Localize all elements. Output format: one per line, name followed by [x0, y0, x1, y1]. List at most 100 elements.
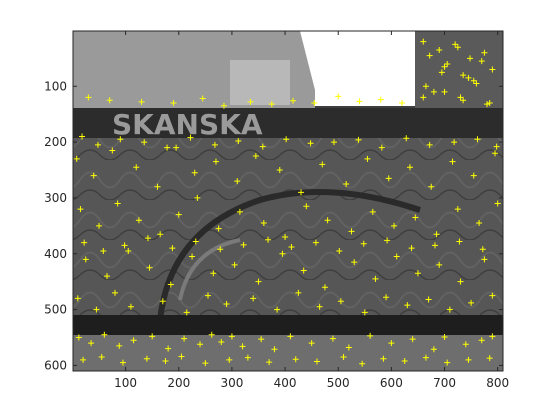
scatter-point	[96, 222, 103, 229]
banner-strip	[73, 108, 503, 138]
scatter-point	[422, 83, 429, 90]
scatter-point	[283, 136, 290, 143]
scatter-point	[175, 211, 182, 218]
scatter-point	[234, 178, 241, 185]
scatter-point	[313, 358, 320, 365]
scatter-point	[159, 298, 166, 305]
scatter-point	[361, 309, 368, 316]
scatter-point	[135, 217, 142, 224]
scatter-point	[446, 306, 453, 313]
wall-base	[73, 315, 503, 335]
scatter-point	[391, 222, 398, 229]
scatter-point	[82, 256, 89, 263]
scatter-point	[210, 270, 217, 277]
scatter-point	[355, 136, 362, 143]
scatter-point	[268, 101, 275, 108]
scatter-point	[93, 306, 100, 313]
axes-frame	[72, 30, 504, 372]
scatter-point	[173, 144, 180, 151]
scatter-point	[431, 242, 438, 249]
scatter-point	[144, 235, 151, 242]
scatter-point	[117, 136, 124, 143]
x-tick-label: 800	[486, 376, 509, 390]
scatter-point	[73, 155, 80, 162]
scatter-point	[205, 292, 212, 299]
scatter-point	[81, 239, 88, 246]
scatter-point	[460, 97, 467, 104]
scatter-point	[303, 203, 310, 210]
scatter-point	[319, 161, 326, 168]
scatter-point	[481, 49, 488, 56]
scatter-point	[183, 309, 190, 316]
scatter-point	[100, 247, 107, 254]
scatter-point	[114, 200, 121, 207]
banner-text: SKANSKA	[112, 108, 263, 141]
scatter-point	[473, 80, 480, 87]
y-tick-label: 300	[44, 191, 67, 205]
scatter-point	[489, 292, 496, 299]
scatter-point	[452, 41, 459, 48]
scatter-point	[428, 183, 435, 190]
scatter-point	[457, 278, 464, 285]
scatter-point	[189, 253, 196, 260]
scatter-point	[143, 355, 150, 362]
scatter-point	[157, 231, 164, 238]
scatter-point	[217, 246, 224, 253]
scatter-point	[454, 206, 461, 213]
scatter-point	[465, 74, 472, 81]
scatter-point	[295, 289, 302, 296]
scatter-markers	[73, 38, 501, 367]
scatter-point	[406, 164, 413, 171]
scatter-point	[111, 289, 118, 296]
scatter-point	[426, 52, 433, 59]
photo-layer: SKANSKA	[73, 31, 503, 371]
scatter-point	[258, 336, 265, 343]
scatter-point	[436, 261, 443, 268]
scatter-point	[274, 306, 281, 313]
scatter-point	[337, 298, 344, 305]
scatter-point	[292, 356, 299, 363]
scatter-point	[202, 360, 209, 367]
scatter-point	[467, 55, 474, 62]
scatter-point	[106, 97, 113, 104]
scatter-point	[460, 72, 467, 79]
scatter-point	[215, 225, 222, 232]
scatter-point	[165, 345, 172, 352]
scatter-point	[228, 333, 235, 340]
scatter-point	[223, 301, 230, 308]
scatter-point	[329, 335, 336, 342]
scatter-point	[199, 95, 206, 102]
scatter-point	[412, 214, 419, 221]
crowd-strip	[73, 335, 503, 371]
scatter-point	[290, 97, 297, 104]
scatter-point	[336, 247, 343, 254]
mural-curve	[157, 189, 421, 321]
scatter-point	[420, 94, 427, 101]
scatter-point	[169, 245, 176, 252]
scatter-point	[271, 346, 278, 353]
scatter-point	[478, 337, 485, 344]
scatter-point	[468, 299, 475, 306]
mural-pattern	[73, 138, 503, 320]
x-tick-label: 300	[220, 376, 243, 390]
scatter-point	[388, 340, 395, 347]
scatter-point	[433, 231, 440, 238]
scatter-point	[138, 98, 145, 105]
scatter-point	[239, 343, 246, 350]
scatter-point	[208, 331, 215, 338]
scatter-point	[401, 357, 408, 364]
scatter-point	[441, 333, 448, 340]
scatter-point	[127, 303, 134, 310]
scatter-point	[356, 98, 363, 105]
scatter-point	[170, 100, 177, 107]
scatter-point	[85, 94, 92, 101]
scatter-point	[454, 44, 461, 51]
scatter-point	[259, 143, 266, 150]
scatter-point	[378, 144, 385, 151]
scatter-point	[444, 359, 451, 366]
scatter-point	[486, 355, 493, 362]
y-tick-label: 100	[44, 79, 67, 93]
scatter-point	[383, 294, 390, 301]
scatter-point	[478, 58, 485, 65]
y-tick-label: 600	[44, 358, 67, 372]
